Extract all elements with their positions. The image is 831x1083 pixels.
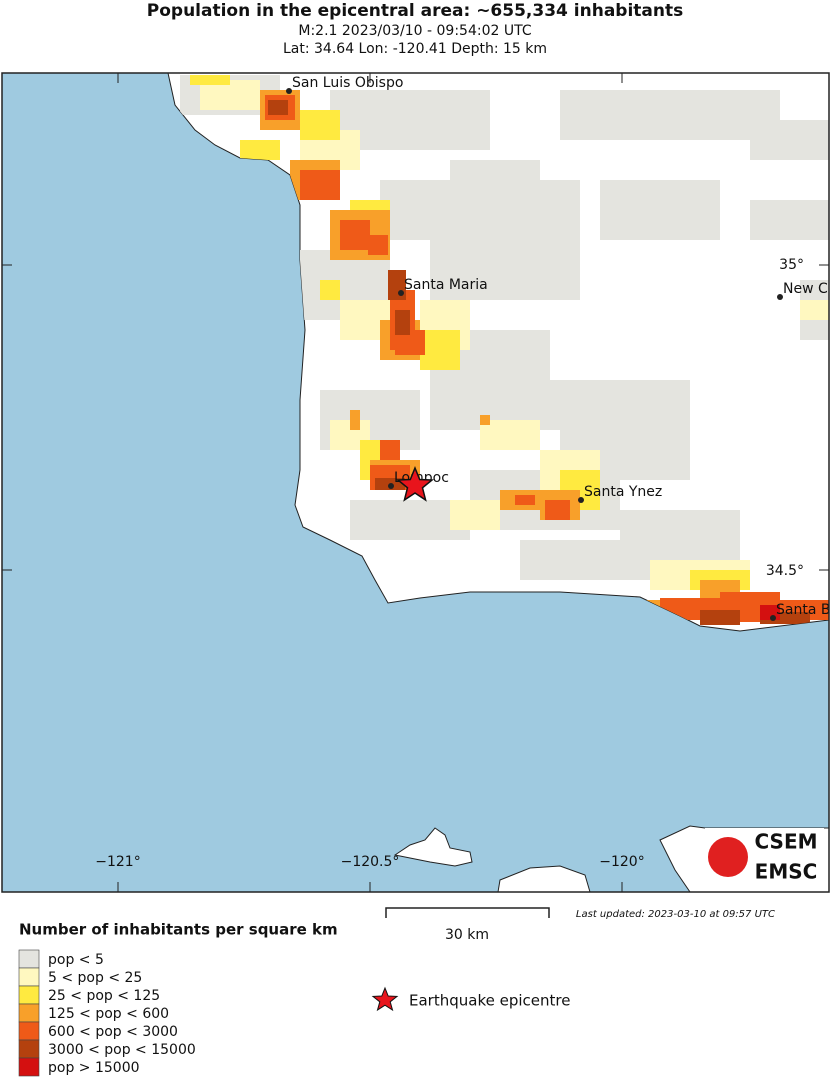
lon-label: −120°: [599, 854, 644, 870]
population-patch: [320, 280, 340, 300]
population-patch: [545, 500, 570, 520]
population-patch: [515, 495, 535, 505]
legend-swatch: [18, 1021, 40, 1041]
population-patch: [430, 240, 580, 300]
legend-epicentre: Earthquake epicentre: [409, 992, 570, 1010]
legend-label: 5 < pop < 25: [48, 970, 142, 986]
population-patch: [420, 330, 460, 370]
population-patch: [368, 235, 388, 255]
city-dot: [578, 497, 584, 503]
legend-title: Number of inhabitants per square km: [19, 921, 338, 939]
population-layer: [180, 75, 829, 625]
event-info: M:2.1 2023/03/10 - 09:54:02 UTC: [298, 23, 531, 39]
population-patch: [395, 310, 410, 335]
updated: Last updated: 2023-03-10 at 09:57 UTC: [576, 909, 775, 920]
map: −121° −120.5° −120° 35° 34.5° San Luis O…: [2, 73, 831, 892]
location-info: Lat: 34.64 Lon: -120.41 Depth: 15 km: [283, 41, 547, 57]
epicentre-star: [396, 466, 434, 502]
city-dot: [770, 615, 776, 621]
city-dot: [286, 88, 292, 94]
legend-label: pop < 5: [48, 952, 104, 968]
population-patch: [380, 440, 400, 460]
logo: CSEM EMSC: [705, 828, 824, 886]
population-patch: [300, 110, 340, 140]
city-dot: [777, 294, 783, 300]
legend-star: [371, 986, 399, 1012]
city-label: New Cuyama: [783, 281, 831, 297]
legend-swatch: [18, 949, 40, 969]
legend-swatch: [18, 1003, 40, 1023]
city-label: Santa Maria: [404, 277, 488, 293]
city-label: San Luis Obispo: [292, 75, 403, 91]
logo-text: EMSC: [755, 860, 818, 884]
population-patch: [700, 610, 740, 625]
lat-label: 34.5°: [766, 563, 804, 579]
population-patch: [800, 300, 829, 320]
legend: pop < 5 5 < pop < 25 25 < pop < 125 125 < p…: [18, 949, 196, 1077]
legend-label: pop > 15000: [48, 1060, 140, 1076]
population-patch: [450, 160, 540, 200]
population-patch: [560, 90, 780, 140]
island: [393, 827, 473, 867]
scale-label: 30 km: [445, 927, 489, 943]
title: Population in the epicentral area: ~655,…: [147, 1, 683, 21]
population-patch: [750, 200, 829, 240]
population-patch: [240, 140, 280, 160]
city-label: Santa Ynez: [584, 484, 662, 500]
legend-label: 600 < pop < 3000: [48, 1024, 178, 1040]
population-patch: [600, 180, 720, 240]
legend-swatch: [18, 985, 40, 1005]
legend-label: 25 < pop < 125: [48, 988, 160, 1004]
logo-globe: [708, 837, 748, 877]
city-label: Santa Barbara: [776, 602, 831, 618]
legend-swatch: [18, 967, 40, 987]
lat-label: 35°: [779, 257, 804, 273]
coordinate-labels: −121° −120.5° −120° 35° 34.5°: [95, 257, 804, 870]
lon-label: −120.5°: [341, 854, 400, 870]
population-patch: [480, 415, 490, 425]
legend-label: 125 < pop < 600: [48, 1006, 169, 1022]
map-frame: [1, 72, 830, 893]
legend-label: 3000 < pop < 15000: [48, 1042, 196, 1058]
city-dot: [388, 483, 394, 489]
city-dot: [398, 290, 404, 296]
population-patch: [340, 220, 370, 250]
population-patch: [268, 100, 288, 115]
population-patch: [450, 500, 500, 530]
population-patch: [750, 120, 829, 160]
ticks: [2, 73, 829, 892]
population-patch: [300, 170, 340, 200]
legend-swatch: [18, 1057, 40, 1077]
cities: San Luis Obispo Santa Maria Lompoc Santa…: [286, 75, 831, 621]
island: [497, 865, 591, 892]
population-patch: [190, 75, 230, 85]
lon-label: −121°: [95, 854, 140, 870]
legend-swatch: [18, 1039, 40, 1059]
logo-text: CSEM: [754, 830, 817, 854]
scale-bar: [385, 907, 550, 918]
population-patch: [350, 410, 360, 430]
